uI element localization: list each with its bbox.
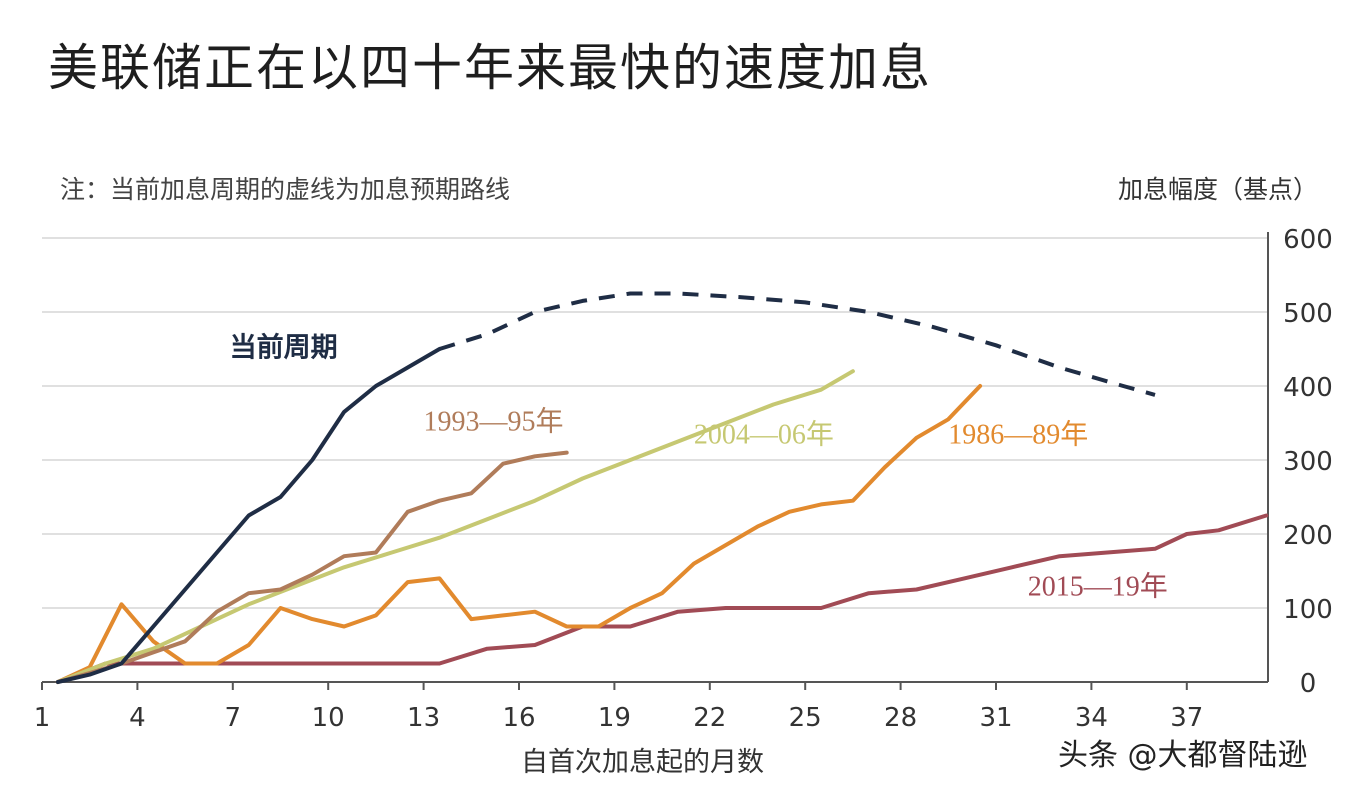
x-tick-label-4: 4 — [129, 703, 146, 733]
series-label-2004—06年: 2004—06年 — [694, 419, 834, 451]
series-label-2015—19年: 2015—19年 — [1028, 570, 1168, 602]
x-tick-label-19: 19 — [598, 703, 631, 733]
series-label-1993—95年: 1993—95年 — [424, 405, 564, 437]
series-line-当前周期 — [55, 347, 442, 684]
y-tick-label-400: 400 — [1283, 373, 1333, 403]
x-tick-label-31: 31 — [979, 703, 1012, 733]
y-tick-label-0: 0 — [1300, 669, 1317, 699]
axes — [42, 232, 1269, 683]
y-tick-label-200: 200 — [1283, 521, 1333, 551]
series-line-1993—95年 — [55, 450, 569, 684]
series-labels: 当前周期 1993—95年 2004—06年 1986—89年 2015—19年 — [230, 331, 1168, 602]
x-tick-label-16: 16 — [502, 703, 535, 733]
x-tick-label-34: 34 — [1075, 703, 1108, 733]
x-tick-label-25: 25 — [789, 703, 822, 733]
x-tick-label-37: 37 — [1170, 703, 1203, 733]
y-tick-label-600: 600 — [1283, 225, 1333, 255]
x-tick-label-1: 1 — [34, 703, 51, 733]
x-axis-label: 自首次加息起的月数 — [521, 747, 764, 778]
y-tick-label-500: 500 — [1283, 299, 1333, 329]
y-tick-label-300: 300 — [1283, 447, 1333, 477]
series-line-2015—19年 — [55, 513, 1269, 684]
series-line-2004—06年 — [55, 369, 855, 684]
credit-watermark: 头条 @大都督陆逊 — [1058, 738, 1308, 773]
series-label-1986—89年: 1986—89年 — [948, 419, 1088, 451]
x-tick-labels: 1 4 7 10 13 16 19 22 25 28 31 34 37 — [34, 682, 1203, 733]
x-tick-label-7: 7 — [225, 703, 242, 733]
y-tick-label-100: 100 — [1283, 595, 1333, 625]
x-tick-label-22: 22 — [693, 703, 726, 733]
chart-note: 注：当前加息周期的虚线为加息预期路线 — [60, 175, 511, 204]
x-tick-label-10: 10 — [312, 703, 345, 733]
series-lines — [55, 291, 1269, 684]
chart-title: 美联储正在以四十年来最快的速度加息 — [48, 39, 932, 97]
grid-lines — [42, 237, 1268, 609]
series-label-当前周期: 当前周期 — [230, 331, 338, 363]
x-tick-label-28: 28 — [884, 703, 917, 733]
y-tick-labels: 0 100 200 300 400 500 600 — [1283, 225, 1333, 699]
x-tick-label-13: 13 — [407, 703, 440, 733]
series-line-当前周期预期 — [438, 291, 1156, 397]
y-axis-label: 加息幅度（基点） — [1118, 175, 1319, 204]
series-line-1986—89年 — [55, 384, 983, 684]
